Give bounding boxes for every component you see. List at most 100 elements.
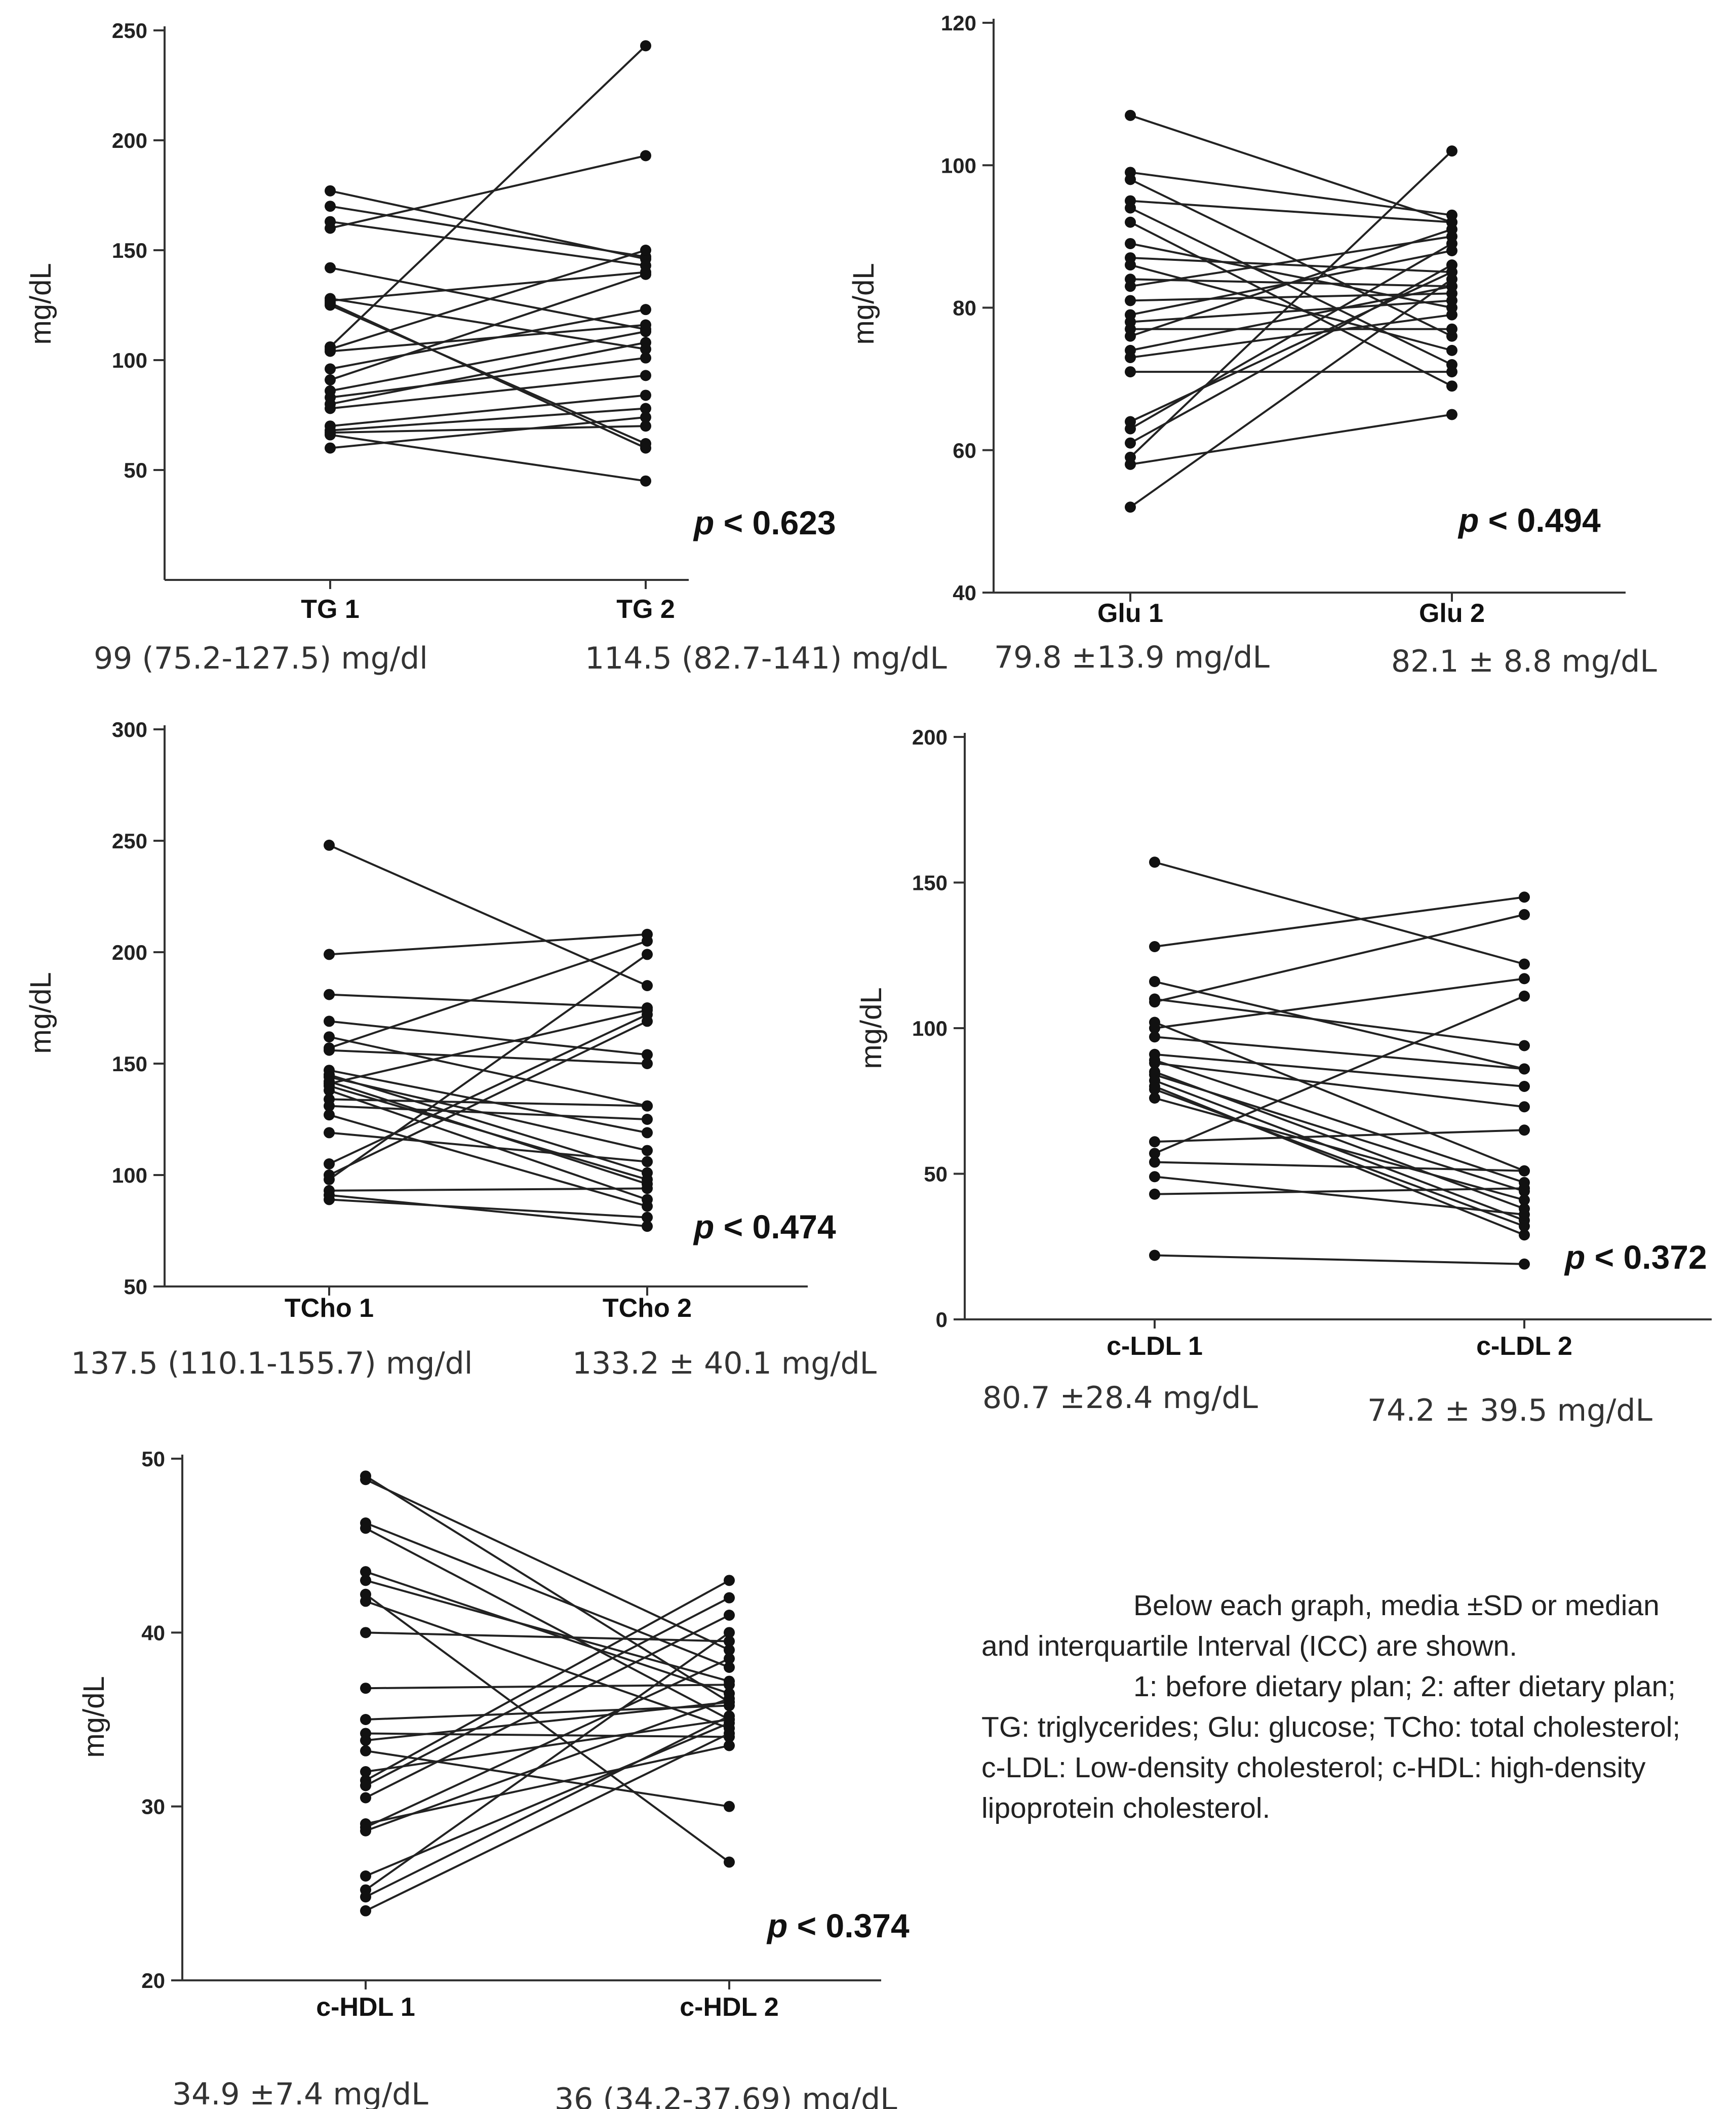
data-point-before: [1149, 1171, 1160, 1183]
data-point-after: [1519, 1040, 1530, 1051]
pair-line: [1154, 1036, 1525, 1070]
data-point-after: [724, 1662, 735, 1673]
p-value-text: < 0.374: [787, 1907, 910, 1944]
data-point-before: [325, 262, 336, 274]
data-point-after: [724, 1610, 735, 1621]
data-point-after: [1519, 1081, 1530, 1092]
data-point-after: [724, 1653, 735, 1664]
pair-line: [330, 330, 646, 392]
pair-line: [1154, 978, 1525, 1029]
pair-line: [1130, 242, 1452, 309]
data-point-before: [360, 1825, 371, 1837]
figure-note: Below each graph, media ±SD or median an…: [981, 1585, 1711, 1828]
pair-line: [330, 308, 646, 370]
summary-stat-1: 137.5 (110.1-155.7) mg/dl: [71, 1346, 472, 1381]
y-axis-label: mg/dL: [847, 263, 880, 344]
pair-line: [330, 205, 646, 258]
p-value-label: p < 0.372: [1564, 1238, 1707, 1276]
data-point-before: [325, 299, 336, 311]
pair-line: [330, 154, 646, 229]
pair-line: [1154, 1059, 1525, 1184]
pair-line: [365, 1744, 730, 1825]
data-point-after: [640, 411, 651, 423]
data-point-before: [360, 1474, 371, 1486]
data-point-after: [640, 475, 651, 487]
pair-line: [1130, 178, 1452, 337]
data-point-after: [640, 268, 651, 280]
pair-line: [365, 1478, 730, 1651]
p-value-symbol: p: [693, 504, 714, 541]
y-tick-label: 60: [953, 439, 976, 462]
data-point-after: [724, 1710, 735, 1722]
pair-line: [330, 425, 646, 434]
data-point-before: [1125, 458, 1136, 470]
pair-line: [1154, 861, 1525, 965]
pair-line: [1130, 271, 1452, 423]
y-tick-label: 50: [124, 458, 147, 482]
data-point-after: [642, 980, 653, 991]
data-point-after: [642, 1156, 653, 1167]
data-point-before: [324, 1100, 335, 1112]
data-point-before: [360, 1714, 371, 1725]
data-point-after: [1519, 958, 1530, 970]
data-point-before: [1125, 238, 1136, 249]
pair-line: [1129, 278, 1453, 508]
x-category-label: TCho 2: [603, 1294, 692, 1323]
pair-line: [1130, 264, 1452, 444]
p-value-symbol: p: [1564, 1238, 1585, 1276]
x-category-label: c-HDL 1: [316, 1993, 415, 2022]
pair-line: [330, 273, 646, 381]
data-point-before: [324, 1044, 335, 1056]
data-point-before: [1125, 423, 1136, 435]
pair-line: [330, 434, 646, 482]
data-point-after: [640, 150, 651, 162]
pair-line: [329, 993, 648, 1009]
data-point-before: [360, 1627, 371, 1638]
data-point-after: [642, 1114, 653, 1125]
pair-line: [329, 1198, 648, 1219]
x-category-label: Glu 1: [1097, 599, 1163, 628]
p-value-text: < 0.494: [1479, 501, 1601, 539]
y-axis-label: mg/dL: [77, 1676, 110, 1757]
summary-stat-1: 80.7 ±28.4 mg/dL: [982, 1380, 1258, 1416]
data-point-before: [1125, 109, 1136, 121]
data-point-before: [360, 1905, 371, 1917]
data-point-before: [1149, 1023, 1160, 1034]
data-point-before: [324, 839, 335, 851]
y-tick-label: 50: [924, 1162, 948, 1186]
data-point-after: [640, 40, 651, 52]
data-point-after: [1519, 1183, 1530, 1194]
data-point-before: [325, 345, 336, 357]
pair-line: [1129, 150, 1453, 458]
chart-tg: 50 100 150 200 250 mg/dL TG 1 TG 2 p < 0.623 99 (…: [24, 19, 947, 676]
data-point-before: [1149, 1249, 1160, 1261]
pair-line: [330, 394, 646, 427]
summary-stat-1: 99 (75.2-127.5) mg/dl: [94, 641, 428, 676]
pair-line: [1154, 1097, 1525, 1201]
pair-line: [365, 1614, 730, 1799]
pair-line: [1154, 1129, 1525, 1143]
y-tick-label: 120: [941, 11, 976, 35]
data-point-before: [360, 1575, 371, 1586]
data-point-before: [1149, 1058, 1160, 1069]
pair-line: [329, 1049, 648, 1065]
data-point-after: [1519, 1063, 1530, 1075]
data-point-after: [1446, 309, 1457, 321]
data-point-after: [640, 352, 651, 364]
pair-line: [329, 1069, 648, 1134]
p-value-text: < 0.623: [714, 504, 836, 541]
y-tick-label: 0: [936, 1308, 948, 1332]
data-point-before: [360, 1891, 371, 1903]
pair-line: [365, 1732, 730, 1912]
y-tick-label: 100: [112, 1163, 147, 1187]
pair-line: [329, 1187, 648, 1192]
data-point-before: [1149, 1148, 1160, 1159]
summary-stat-2: 133.2 ± 40.1 mg/dL: [572, 1346, 877, 1381]
data-point-after: [640, 304, 651, 316]
x-category-label: c-LDL 2: [1476, 1332, 1572, 1361]
data-point-before: [324, 1174, 335, 1185]
pair-line: [329, 844, 648, 987]
data-point-before: [360, 1780, 371, 1791]
data-point-after: [1446, 344, 1457, 356]
